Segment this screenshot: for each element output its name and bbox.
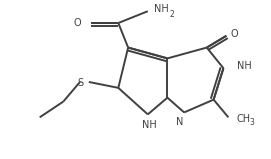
Text: S: S [77, 78, 83, 88]
Text: NH: NH [142, 120, 157, 130]
Text: CH: CH [236, 114, 250, 124]
Text: 3: 3 [249, 118, 254, 127]
Text: NH: NH [237, 61, 252, 71]
Text: 2: 2 [169, 10, 174, 19]
Text: N: N [176, 117, 183, 127]
Text: O: O [73, 18, 81, 28]
Text: NH: NH [154, 4, 169, 14]
Text: O: O [230, 29, 238, 39]
